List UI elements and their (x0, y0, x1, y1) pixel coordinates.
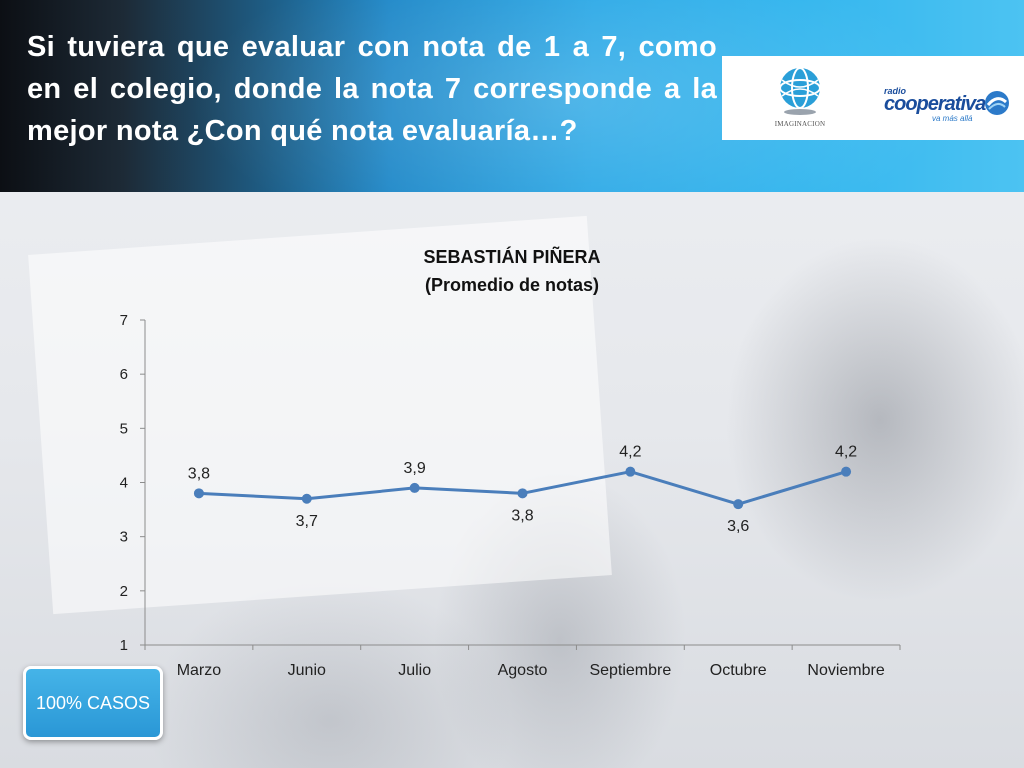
y-tick-label: 1 (120, 637, 128, 654)
data-point (517, 488, 528, 499)
page-title: Si tuviera que evaluar con nota de 1 a 7… (27, 31, 717, 147)
cooperativa-swirl-icon (985, 91, 1009, 115)
cooperativa-tagline-text: va más allá (932, 114, 973, 123)
data-point (841, 466, 852, 477)
y-tick-label: 2 (120, 583, 128, 600)
cases-badge-button[interactable]: 100% CASOS (23, 666, 163, 740)
series-line (198, 470, 847, 506)
data-label: 3,6 (727, 518, 749, 535)
data-point (301, 493, 312, 504)
x-tick-label: Noviembre (807, 662, 884, 679)
data-label: 4,2 (619, 444, 641, 461)
x-tick-label: Julio (398, 662, 431, 679)
y-tick-label: 3 (120, 529, 128, 546)
chart-subtitle: (Promedio de notas) (424, 275, 599, 295)
x-tick-label: Marzo (177, 662, 222, 679)
data-label: 3,9 (404, 460, 426, 477)
logos-panel: IMAGINACION radio cooperativa va más all… (722, 56, 1024, 140)
cooperativa-name-text: cooperativa (884, 93, 986, 115)
header-band: Si tuviera que evaluar con nota de 1 a 7… (0, 0, 1024, 192)
y-tick-label: 4 (120, 475, 128, 492)
data-label: 4,2 (835, 444, 857, 461)
cooperativa-radio-text: radio (884, 86, 907, 96)
x-tick-label: Septiembre (589, 662, 671, 679)
data-point (409, 482, 420, 493)
data-label: 3,8 (188, 465, 210, 482)
y-tick-label: 5 (120, 420, 128, 437)
cooperativa-logo: radio cooperativa va más allá (880, 80, 1010, 124)
chart-title-main: SEBASTIÁN PIÑERA (423, 247, 601, 267)
x-tick-label: Junio (288, 662, 326, 679)
imaginacion-logo-text: IMAGINACION (774, 120, 826, 128)
data-label: 3,7 (296, 513, 318, 530)
y-tick-label: 7 (120, 312, 128, 329)
y-tick-label: 6 (120, 366, 128, 383)
globe-icon (779, 67, 821, 115)
imaginacion-logo: IMAGINACION (770, 64, 830, 132)
data-point (193, 488, 204, 499)
data-point (733, 499, 744, 510)
data-label: 3,8 (511, 507, 533, 524)
data-point (625, 466, 636, 477)
chart-title: SEBASTIÁN PIÑERA (Promedio de notas) (312, 243, 712, 299)
x-tick-label: Octubre (710, 662, 767, 679)
x-tick-label: Agosto (498, 662, 548, 679)
